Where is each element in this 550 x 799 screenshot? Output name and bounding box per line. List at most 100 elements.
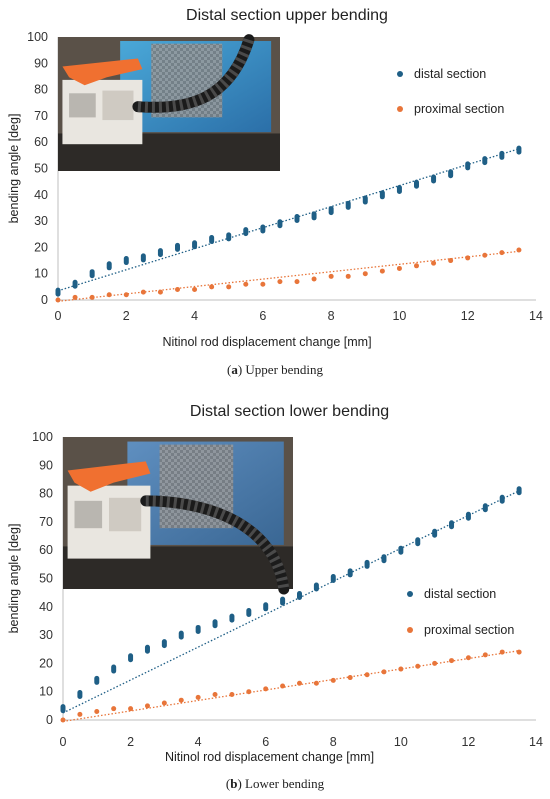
- data-point: [277, 279, 283, 285]
- data-point: [55, 297, 61, 303]
- caption-letter: a: [231, 362, 238, 377]
- data-point: [111, 706, 117, 712]
- y-tick-label: 40: [39, 600, 53, 614]
- x-tick-label: 0: [55, 309, 62, 323]
- y-tick-label: 0: [46, 713, 53, 727]
- data-point: [111, 664, 117, 674]
- data-point: [311, 276, 317, 282]
- data-point: [175, 286, 180, 292]
- y-tick-label: 80: [34, 83, 48, 97]
- y-tick-label: 90: [34, 56, 48, 70]
- data-point: [465, 655, 471, 661]
- data-point: [465, 511, 471, 521]
- data-point: [229, 692, 235, 698]
- x-tick-label: 4: [195, 735, 202, 749]
- arm-segments: [137, 37, 255, 113]
- legend-marker: [397, 106, 403, 112]
- x-tick-label: 0: [60, 735, 67, 749]
- x-tick-label: 6: [262, 735, 269, 749]
- data-point: [226, 232, 232, 242]
- data-point: [55, 287, 61, 297]
- data-point: [128, 653, 134, 663]
- data-point: [364, 559, 370, 569]
- series-distal-section: distal section: [55, 67, 522, 297]
- caption-upper: (a) Upper bending: [226, 362, 324, 377]
- data-point: [362, 271, 368, 277]
- data-point: [280, 596, 286, 606]
- data-point: [192, 240, 198, 250]
- data-point: [89, 294, 95, 300]
- x-tick-label: 8: [330, 735, 337, 749]
- y-tick-label: 20: [39, 656, 53, 670]
- data-point: [161, 700, 167, 706]
- data-point: [379, 190, 385, 200]
- data-point: [482, 252, 488, 258]
- data-point: [313, 680, 319, 686]
- data-point: [432, 528, 438, 538]
- data-point: [381, 554, 387, 564]
- legend-label: proximal section: [414, 102, 504, 116]
- data-point: [72, 294, 78, 300]
- device-clamp: [69, 93, 96, 118]
- chart-lower-bending: Distal section lower bending010203040506…: [7, 403, 543, 764]
- x-axis-label: Nitinol rod displacement change [mm]: [165, 750, 374, 764]
- y-tick-label: 100: [27, 30, 48, 44]
- data-point: [311, 211, 317, 221]
- y-tick-label: 30: [39, 628, 53, 642]
- legend-marker: [407, 627, 413, 633]
- data-point: [212, 692, 218, 698]
- lower-bending-photo: [63, 437, 293, 595]
- x-tick-label: 8: [328, 309, 335, 323]
- data-point: [277, 219, 283, 229]
- device-clamp: [74, 500, 103, 529]
- data-point: [415, 663, 421, 669]
- data-point: [229, 613, 235, 623]
- data-point: [157, 248, 163, 258]
- arm-segments: [145, 495, 290, 590]
- data-point: [128, 706, 134, 712]
- data-point: [499, 250, 505, 256]
- data-point: [280, 683, 286, 689]
- x-tick-label: 6: [259, 309, 266, 323]
- legend-label: distal section: [424, 587, 496, 601]
- data-point: [157, 289, 163, 295]
- data-point: [260, 224, 266, 234]
- data-point: [516, 649, 522, 655]
- data-point: [482, 503, 488, 513]
- series-proximal-section: proximal section: [60, 623, 522, 723]
- data-point: [347, 568, 353, 578]
- data-point: [330, 677, 336, 683]
- data-point: [328, 273, 334, 279]
- data-point: [448, 258, 454, 264]
- data-point: [294, 279, 300, 285]
- data-point: [448, 169, 454, 179]
- data-point: [499, 494, 505, 504]
- data-point: [195, 624, 201, 634]
- y-tick-label: 20: [34, 240, 48, 254]
- x-tick-label: 4: [191, 309, 198, 323]
- y-tick-label: 70: [34, 109, 48, 123]
- data-point: [60, 717, 66, 723]
- caption-letter: b: [230, 776, 238, 791]
- data-point: [482, 652, 488, 658]
- data-point: [449, 658, 455, 664]
- x-tick-label: 10: [394, 735, 408, 749]
- data-point: [260, 281, 266, 287]
- data-point: [60, 704, 66, 714]
- y-tick-label: 70: [39, 515, 53, 529]
- data-point: [297, 680, 302, 686]
- data-point: [209, 235, 215, 245]
- caption-text: Upper bending: [242, 362, 324, 377]
- data-point: [161, 639, 167, 649]
- x-tick-label: 12: [461, 309, 475, 323]
- data-point: [106, 292, 112, 298]
- data-point: [345, 200, 351, 210]
- caption-text: Lower bending: [241, 776, 325, 791]
- data-point: [212, 619, 218, 629]
- y-tick-label: 60: [39, 543, 53, 557]
- device-block: [109, 497, 142, 532]
- data-point: [499, 150, 505, 160]
- data-point: [123, 256, 129, 266]
- data-point: [398, 545, 404, 555]
- data-point: [364, 672, 370, 678]
